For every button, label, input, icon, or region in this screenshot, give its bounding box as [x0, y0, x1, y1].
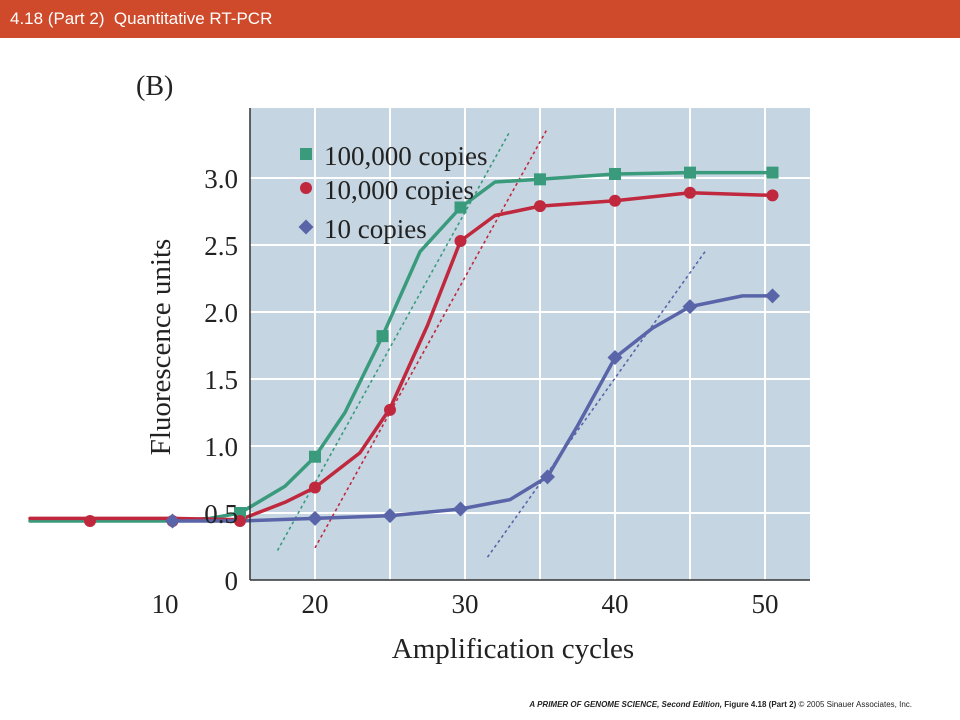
data-point-square [766, 166, 779, 179]
data-point-square [309, 450, 321, 463]
x-tick-label: 30 [452, 589, 479, 619]
y-tick-label: 2.5 [204, 231, 238, 261]
data-point-circle [300, 182, 312, 194]
series-points [84, 166, 780, 529]
tangent-100-000-copies [276, 130, 511, 551]
legend-label: 100,000 copies [324, 141, 487, 171]
x-tick-label: 10 [152, 589, 179, 619]
legend: 100,000 copies 10,000 copies 10 copies [298, 141, 487, 244]
figure-credit: A PRIMER OF GENOME SCIENCE, Second Editi… [529, 700, 912, 709]
y-tick-label: 0 [225, 566, 239, 596]
x-tick-label: 40 [602, 589, 629, 619]
y-tick-label: 2.0 [204, 298, 238, 328]
panel-label: (B) [136, 71, 173, 102]
tangent-10-copies [486, 251, 706, 558]
data-point-diamond [765, 288, 780, 304]
data-point-diamond [540, 469, 555, 485]
data-point-circle [609, 194, 621, 207]
data-point-circle [534, 200, 546, 213]
y-tick-label: 3.0 [204, 164, 238, 194]
data-point-circle [309, 481, 321, 494]
data-point-diamond [682, 299, 698, 315]
data-point-diamond [298, 219, 314, 235]
legend-label: 10 copies [324, 214, 427, 244]
y-tick-label: 0.5 [204, 499, 238, 529]
plot-area [250, 108, 810, 580]
grid [164, 108, 810, 580]
slide-title: 4.18 (Part 2) Quantitative RT-PCR [10, 9, 273, 28]
data-point-square [454, 201, 467, 214]
x-axis-label: Amplification cycles [392, 633, 634, 665]
data-point-diamond [382, 508, 398, 524]
data-point-circle [766, 189, 779, 202]
legend-label: 10,000 copies [324, 175, 474, 205]
data-point-square [684, 166, 696, 179]
x-tick-label: 50 [752, 589, 779, 619]
credit-copyright: © 2005 Sinauer Associates, Inc. [798, 700, 912, 709]
x-tick-label: 20 [302, 589, 329, 619]
data-point-circle [384, 403, 396, 416]
x-tick-labels: 10 20 30 40 50 [152, 589, 779, 619]
tangent-lines [276, 128, 706, 558]
y-tick-label: 1.5 [204, 365, 238, 395]
title-bar: 4.18 (Part 2) Quantitative RT-PCR [0, 0, 960, 38]
credit-figure: Figure 4.18 (Part 2) [724, 700, 797, 709]
data-point-diamond [165, 513, 180, 529]
tangent-10-000-copies [314, 128, 549, 549]
data-point-circle [84, 515, 96, 528]
data-point-square [534, 173, 546, 186]
data-point-circle [234, 515, 246, 528]
data-point-square [376, 330, 389, 343]
credit-book: A PRIMER OF GENOME SCIENCE, Second Editi… [529, 700, 722, 709]
y-tick-labels: 0 0.5 1.0 1.5 2.0 2.5 3.0 [204, 164, 238, 596]
y-tick-label: 1.0 [204, 432, 238, 462]
data-point-square [609, 167, 621, 180]
data-point-square [300, 148, 312, 160]
data-point-diamond [307, 510, 323, 526]
data-point-circle [684, 186, 696, 199]
data-point-diamond [453, 501, 468, 517]
data-point-circle [454, 234, 467, 247]
y-axis-label: Fluorescence units [145, 239, 177, 456]
data-point-diamond [607, 350, 623, 366]
